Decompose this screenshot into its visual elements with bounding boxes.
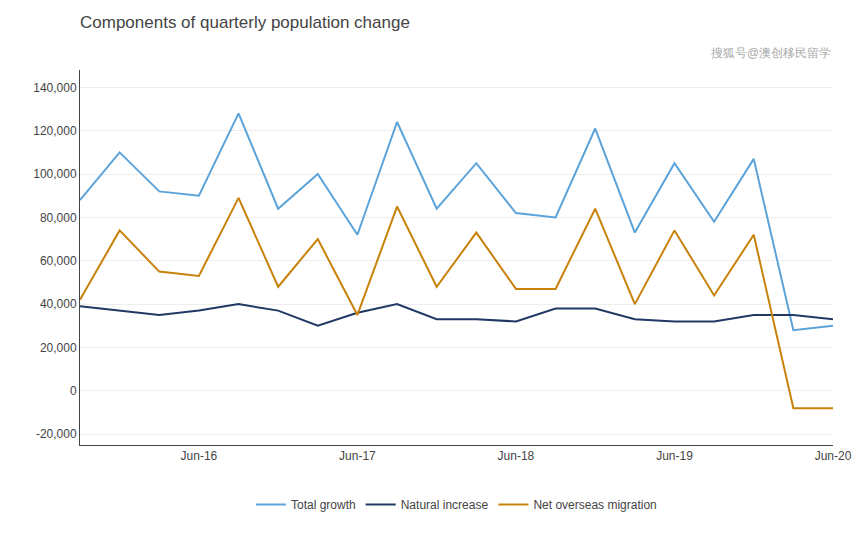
svg-text:Jun-19: Jun-19 bbox=[656, 449, 693, 463]
svg-text:Jun-17: Jun-17 bbox=[339, 449, 376, 463]
svg-text:20,000: 20,000 bbox=[40, 341, 77, 355]
svg-text:Natural increase: Natural increase bbox=[401, 498, 489, 512]
svg-text:140,000: 140,000 bbox=[33, 81, 77, 95]
svg-text:80,000: 80,000 bbox=[40, 211, 77, 225]
svg-text:Components of quarterly popula: Components of quarterly population chang… bbox=[80, 13, 410, 32]
svg-text:Jun-18: Jun-18 bbox=[498, 449, 535, 463]
svg-text:40,000: 40,000 bbox=[40, 297, 77, 311]
svg-text:搜狐号@澳创移民留学: 搜狐号@澳创移民留学 bbox=[711, 46, 831, 60]
svg-text:Net overseas migration: Net overseas migration bbox=[533, 498, 656, 512]
svg-text:Jun-20: Jun-20 bbox=[815, 449, 852, 463]
svg-text:120,000: 120,000 bbox=[33, 124, 77, 138]
svg-text:Jun-16: Jun-16 bbox=[181, 449, 218, 463]
svg-text:60,000: 60,000 bbox=[40, 254, 77, 268]
svg-text:-20,000: -20,000 bbox=[36, 427, 77, 441]
svg-text:Total growth: Total growth bbox=[291, 498, 356, 512]
svg-text:0: 0 bbox=[70, 384, 77, 398]
svg-text:100,000: 100,000 bbox=[33, 167, 77, 181]
